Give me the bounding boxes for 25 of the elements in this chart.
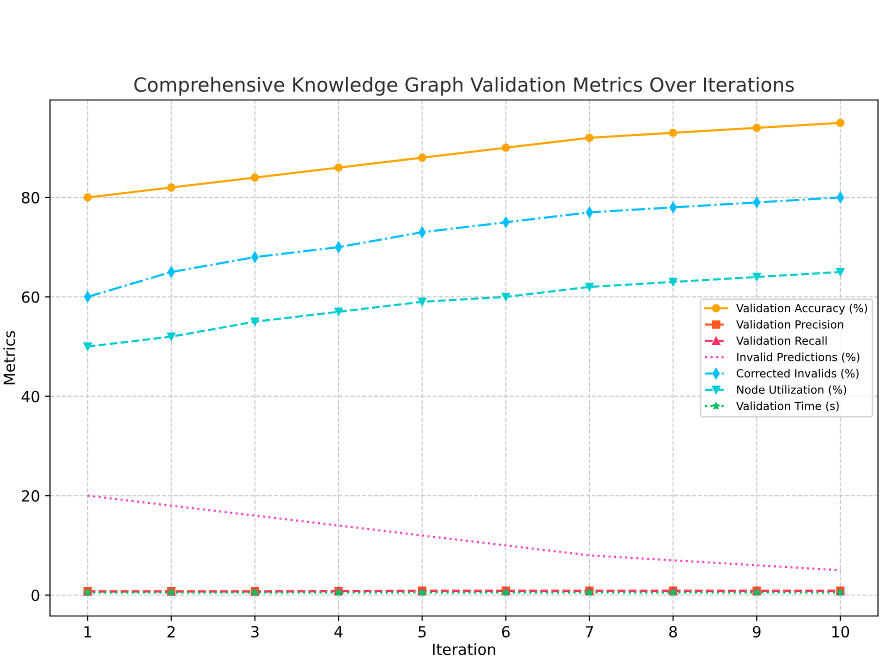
x-tick-label: 5: [418, 626, 426, 638]
y-tick-label: 80: [22, 192, 40, 204]
y-axis-title: Metrics: [3, 331, 16, 384]
x-tick-label: 10: [832, 626, 850, 638]
x-tick-label: 4: [334, 626, 343, 638]
legend-label: Corrected Invalids (%): [736, 368, 859, 379]
x-tick-label: 7: [586, 626, 594, 638]
y-tick-label: 20: [22, 490, 40, 502]
chart-title: Comprehensive Knowledge Graph Validation Metrics Over Iterations: [134, 76, 794, 96]
x-tick-label: 3: [251, 626, 259, 638]
x-tick-label: 8: [669, 626, 677, 638]
legend-label: Invalid Predictions (%): [737, 352, 860, 363]
x-axis-title: Iteration: [433, 643, 496, 656]
legend-label: Validation Precision: [736, 320, 844, 329]
x-tick-label: 9: [752, 626, 761, 638]
legend-label: Validation Recall: [736, 336, 827, 345]
y-tick-label: 40: [22, 390, 40, 402]
legend-label: Validation Accuracy (%): [736, 304, 868, 314]
y-tick-label: 0: [32, 590, 40, 602]
x-tick-label: 6: [502, 626, 510, 638]
x-tick-label: 2: [168, 626, 175, 638]
legend-label: Node Utilization (%): [737, 385, 846, 396]
x-tick-label: 1: [84, 626, 92, 638]
legend-label: Validation Time (s): [736, 402, 839, 412]
y-tick-label: 60: [22, 291, 40, 303]
